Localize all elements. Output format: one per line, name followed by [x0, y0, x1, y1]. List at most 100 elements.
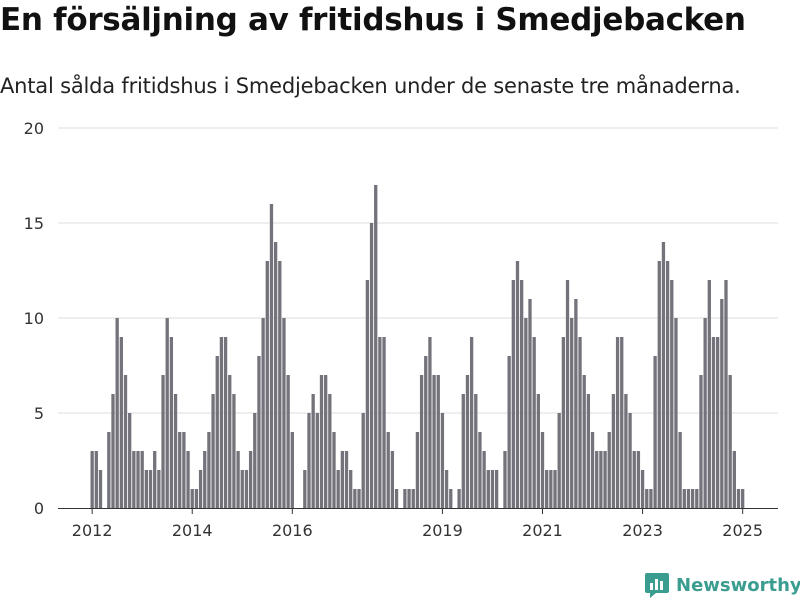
bar	[248, 451, 253, 508]
chart-logo-icon	[645, 573, 669, 598]
x-tick-label: 2025	[722, 521, 763, 540]
bar	[695, 489, 699, 508]
chart-subtitle: Antal sålda fritidshus i Smedjebacken un…	[0, 74, 741, 98]
y-axis-labels: 0 5 10 15 20	[24, 119, 44, 518]
bar	[173, 394, 178, 508]
bar	[169, 337, 174, 508]
bar	[194, 489, 199, 508]
bar	[736, 489, 741, 508]
bar	[186, 451, 190, 508]
bar	[507, 356, 511, 508]
bar	[578, 337, 582, 508]
bar	[520, 280, 524, 508]
bar	[582, 375, 586, 508]
bar	[90, 451, 94, 508]
bar	[386, 432, 390, 508]
bar	[403, 489, 407, 508]
x-tick-label: 2019	[422, 521, 463, 540]
bar	[307, 413, 311, 508]
bar	[374, 185, 378, 508]
bar	[357, 489, 361, 508]
bar	[741, 489, 745, 508]
bar	[528, 299, 532, 508]
bar	[620, 337, 624, 508]
bar	[144, 470, 149, 508]
bar	[682, 489, 686, 508]
y-tick-label: 15	[24, 214, 44, 233]
bar	[624, 394, 628, 508]
bar	[336, 470, 340, 508]
bar	[670, 280, 674, 508]
bar	[561, 337, 566, 508]
bar	[486, 470, 490, 508]
bar	[123, 375, 128, 508]
bar	[161, 375, 165, 508]
bar	[465, 375, 470, 508]
bar	[474, 394, 478, 508]
bar	[207, 432, 211, 508]
bar	[674, 318, 678, 508]
bar	[365, 280, 370, 508]
bar	[494, 470, 499, 508]
brand-name: Newsworthy	[676, 574, 800, 596]
bar	[232, 394, 236, 508]
bar	[361, 413, 365, 508]
bar	[98, 470, 103, 508]
bar	[265, 261, 269, 508]
bar	[574, 299, 578, 508]
bar	[553, 470, 557, 508]
bar	[628, 413, 632, 508]
bar	[119, 337, 123, 508]
bar	[540, 432, 545, 508]
bar	[490, 470, 495, 508]
bar	[273, 242, 278, 508]
bar	[407, 489, 411, 508]
bar	[586, 394, 591, 508]
y-tick-label: 0	[34, 499, 44, 518]
annotations: 1	[742, 0, 752, 4]
bars	[90, 185, 745, 508]
bar	[378, 337, 382, 508]
x-tick-label: 2021	[522, 521, 563, 540]
bar	[611, 394, 616, 508]
bar	[428, 337, 432, 508]
bar	[211, 394, 215, 508]
bar	[340, 451, 344, 508]
x-tick-label: 2014	[172, 521, 213, 540]
bar	[482, 451, 486, 508]
bar	[324, 375, 328, 508]
bar	[532, 337, 536, 508]
bar	[615, 337, 620, 508]
bar	[511, 280, 515, 508]
bar	[557, 413, 561, 508]
bar	[344, 451, 349, 508]
bar	[703, 318, 707, 508]
bar	[724, 280, 728, 508]
bar	[653, 356, 657, 508]
bar	[728, 375, 732, 508]
x-tick-label: 2023	[622, 521, 663, 540]
bar	[424, 356, 428, 508]
bar	[570, 318, 574, 508]
bar	[711, 337, 716, 508]
bar	[128, 413, 132, 508]
bar	[353, 489, 357, 508]
x-tick-label: 2012	[72, 521, 113, 540]
x-tick-label: 2016	[272, 521, 313, 540]
bar	[632, 451, 636, 508]
y-tick-label: 10	[24, 309, 44, 328]
bar	[665, 261, 670, 508]
bar	[444, 470, 449, 508]
bar	[349, 470, 353, 508]
bar	[524, 318, 528, 508]
bar	[369, 223, 374, 508]
bar	[720, 299, 724, 508]
bar	[319, 375, 324, 508]
bar	[153, 451, 157, 508]
bar	[223, 337, 228, 508]
bar	[240, 470, 244, 508]
bar	[419, 375, 424, 508]
bar	[203, 451, 207, 508]
x-axis: 2012 2014 2016 2019 2021 2023 2025	[58, 508, 778, 540]
bar	[595, 451, 599, 508]
